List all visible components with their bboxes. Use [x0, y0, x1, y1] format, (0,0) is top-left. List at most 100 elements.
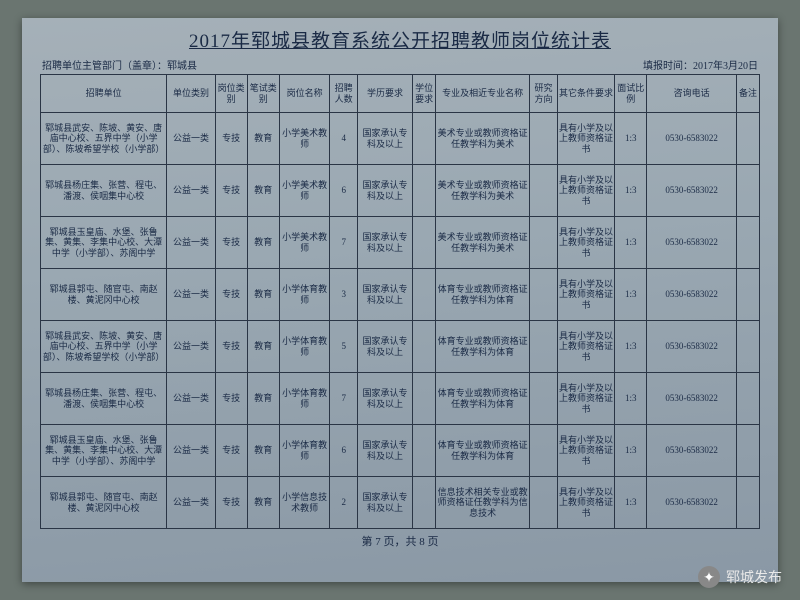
- cell-edu: 国家承认专科及以上: [357, 113, 412, 165]
- cell-edu: 国家承认专科及以上: [357, 217, 412, 269]
- col-header: 单位类别: [167, 75, 215, 113]
- cell-name: 小学体育教师: [279, 425, 330, 477]
- positions-table: 招聘单位单位类别岗位类别笔试类别岗位名称招聘人数学历要求学位要求专业及相近专业名…: [40, 74, 760, 529]
- cell-name: 小学体育教师: [279, 269, 330, 321]
- cell-tel: 0530-6583022: [647, 425, 737, 477]
- cell-tel: 0530-6583022: [647, 269, 737, 321]
- cell-deg: [413, 321, 436, 373]
- cell-tel: 0530-6583022: [647, 321, 737, 373]
- table-row: 郓城县玉皇庙、水堡、张鲁集、黄集、李集中心校、大潭中学（小学部）、苏阁中学公益一…: [41, 425, 760, 477]
- col-header: 备注: [736, 75, 759, 113]
- cell-unit: 郓城县玉皇庙、水堡、张鲁集、黄集、李集中心校、大潭中学（小学部）、苏阁中学: [41, 425, 167, 477]
- cell-post: 专技: [215, 165, 247, 217]
- cell-major: 美术专业或教师资格证任教学科为美术: [436, 113, 530, 165]
- cell-cat: 公益一类: [167, 269, 215, 321]
- table-row: 郓城县武安、陈坡、黄安、唐庙中心校、五界中学（小学部）、陈坡希望学校（小学部）公…: [41, 321, 760, 373]
- cell-unit: 郓城县杨庄集、张营、程屯、潘渡、侯咽集中心校: [41, 373, 167, 425]
- cell-dir: [530, 321, 558, 373]
- cell-ratio: 1:3: [615, 425, 647, 477]
- cell-num: 5: [330, 321, 358, 373]
- cell-exam: 教育: [247, 321, 279, 373]
- cell-exam: 教育: [247, 477, 279, 529]
- cell-note: [736, 373, 759, 425]
- cell-edu: 国家承认专科及以上: [357, 425, 412, 477]
- cell-unit: 郓城县郭屯、随官屯、南赵楼、黄泥冈中心校: [41, 477, 167, 529]
- table-header-row: 招聘单位单位类别岗位类别笔试类别岗位名称招聘人数学历要求学位要求专业及相近专业名…: [41, 75, 760, 113]
- cell-ratio: 1:3: [615, 113, 647, 165]
- table-row: 郓城县玉皇庙、水堡、张鲁集、黄集、李集中心校、大潭中学（小学部）、苏阁中学公益一…: [41, 217, 760, 269]
- table-row: 郓城县武安、陈坡、黄安、唐庙中心校、五界中学（小学部）、陈坡希望学校（小学部）公…: [41, 113, 760, 165]
- subhead-right: 填报时间：2017年3月20日: [643, 57, 758, 72]
- cell-exam: 教育: [247, 113, 279, 165]
- cell-exam: 教育: [247, 373, 279, 425]
- cell-dir: [530, 217, 558, 269]
- cell-post: 专技: [215, 113, 247, 165]
- cell-dir: [530, 269, 558, 321]
- cell-unit: 郓城县武安、陈坡、黄安、唐庙中心校、五界中学（小学部）、陈坡希望学校（小学部）: [41, 113, 167, 165]
- cell-note: [736, 477, 759, 529]
- cell-other: 具有小学及以上教师资格证书: [557, 165, 614, 217]
- cell-post: 专技: [215, 321, 247, 373]
- cell-note: [736, 321, 759, 373]
- cell-cat: 公益一类: [167, 321, 215, 373]
- cell-edu: 国家承认专科及以上: [357, 321, 412, 373]
- col-header: 其它条件要求: [557, 75, 614, 113]
- page-title: 2017年郓城县教育系统公开招聘教师岗位统计表: [22, 18, 778, 57]
- col-header: 招聘单位: [41, 75, 167, 113]
- cell-ratio: 1:3: [615, 373, 647, 425]
- cell-num: 7: [330, 373, 358, 425]
- cell-post: 专技: [215, 477, 247, 529]
- wechat-icon: ✦: [698, 566, 720, 588]
- cell-major: 体育专业或教师资格证任教学科为体育: [436, 425, 530, 477]
- table-row: 郓城县杨庄集、张营、程屯、潘渡、侯咽集中心校公益一类专技教育小学美术教师6国家承…: [41, 165, 760, 217]
- cell-ratio: 1:3: [615, 217, 647, 269]
- watermark: ✦ 郓城发布: [698, 566, 782, 588]
- col-header: 笔试类别: [247, 75, 279, 113]
- cell-exam: 教育: [247, 217, 279, 269]
- cell-unit: 郓城县郭屯、随官屯、南赵楼、黄泥冈中心校: [41, 269, 167, 321]
- cell-name: 小学体育教师: [279, 321, 330, 373]
- cell-other: 具有小学及以上教师资格证书: [557, 269, 614, 321]
- cell-exam: 教育: [247, 165, 279, 217]
- table-row: 郓城县郭屯、随官屯、南赵楼、黄泥冈中心校公益一类专技教育小学体育教师3国家承认专…: [41, 269, 760, 321]
- cell-num: 6: [330, 425, 358, 477]
- cell-cat: 公益一类: [167, 425, 215, 477]
- cell-other: 具有小学及以上教师资格证书: [557, 425, 614, 477]
- cell-major: 信息技术相关专业或教师资格证任教学科为信息技术: [436, 477, 530, 529]
- col-header: 招聘人数: [330, 75, 358, 113]
- cell-dir: [530, 425, 558, 477]
- cell-cat: 公益一类: [167, 477, 215, 529]
- cell-note: [736, 269, 759, 321]
- cell-other: 具有小学及以上教师资格证书: [557, 373, 614, 425]
- cell-name: 小学体育教师: [279, 373, 330, 425]
- cell-major: 美术专业或教师资格证任教学科为美术: [436, 165, 530, 217]
- cell-dir: [530, 373, 558, 425]
- col-header: 学历要求: [357, 75, 412, 113]
- table-row: 郓城县郭屯、随官屯、南赵楼、黄泥冈中心校公益一类专技教育小学信息技术教师2国家承…: [41, 477, 760, 529]
- table-row: 郓城县杨庄集、张营、程屯、潘渡、侯咽集中心校公益一类专技教育小学体育教师7国家承…: [41, 373, 760, 425]
- cell-num: 3: [330, 269, 358, 321]
- col-header: 岗位类别: [215, 75, 247, 113]
- col-header: 面试比例: [615, 75, 647, 113]
- cell-other: 具有小学及以上教师资格证书: [557, 477, 614, 529]
- cell-deg: [413, 425, 436, 477]
- cell-num: 2: [330, 477, 358, 529]
- col-header: 岗位名称: [279, 75, 330, 113]
- cell-major: 体育专业或教师资格证任教学科为体育: [436, 321, 530, 373]
- cell-deg: [413, 373, 436, 425]
- cell-num: 7: [330, 217, 358, 269]
- cell-exam: 教育: [247, 425, 279, 477]
- cell-tel: 0530-6583022: [647, 165, 737, 217]
- cell-cat: 公益一类: [167, 113, 215, 165]
- cell-other: 具有小学及以上教师资格证书: [557, 113, 614, 165]
- col-header: 咨询电话: [647, 75, 737, 113]
- cell-major: 美术专业或教师资格证任教学科为美术: [436, 217, 530, 269]
- cell-deg: [413, 113, 436, 165]
- cell-num: 4: [330, 113, 358, 165]
- cell-dir: [530, 165, 558, 217]
- cell-major: 体育专业或教师资格证任教学科为体育: [436, 269, 530, 321]
- cell-edu: 国家承认专科及以上: [357, 269, 412, 321]
- cell-dir: [530, 113, 558, 165]
- cell-dir: [530, 477, 558, 529]
- cell-note: [736, 217, 759, 269]
